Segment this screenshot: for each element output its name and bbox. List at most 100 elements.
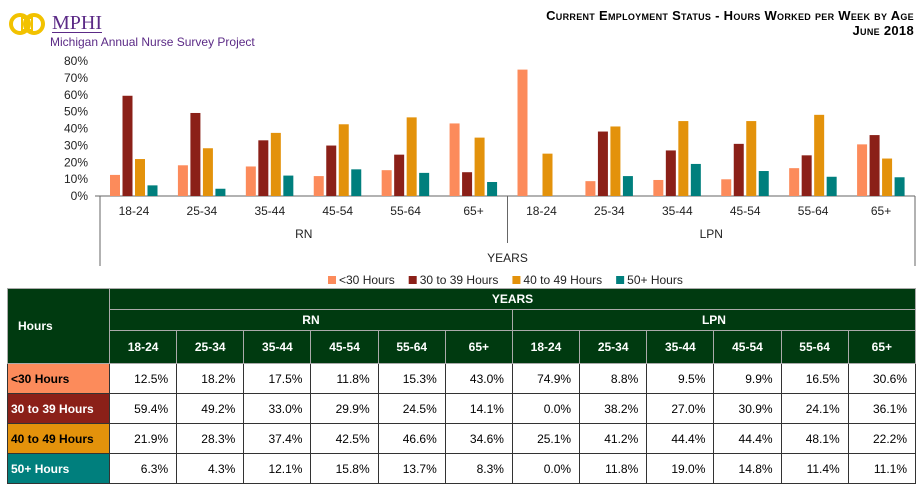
bar-LPN-55-64-series-2 [814,114,825,196]
legend-label: 50+ Hours [627,273,683,287]
bar-LPN-18-24-series-0 [517,69,528,196]
value-cell: 46.6% [377,423,446,454]
y-tick-label: 10% [64,172,88,186]
bar-RN-18-24-series-1 [122,95,133,196]
bar-RN-25-34-series-1 [190,112,201,196]
value-cell: 13.7% [377,453,446,484]
value-cell: 59.4% [108,393,178,424]
legend-label: 30 to 39 Hours [420,273,499,287]
value-cell: 44.4% [646,423,715,454]
value-cell: 8.3% [444,453,513,484]
value-cell: 12.5% [108,363,178,394]
mphi-logo: MPHI Michigan Annual Nurse Survey Projec… [8,6,308,49]
value-cell: 14.8% [713,453,782,484]
bar-RN-45-54-series-2 [338,124,349,196]
bar-RN-55-64-series-1 [394,154,405,196]
age-header: 65+ [444,330,513,364]
value-cell: 42.5% [310,423,379,454]
bar-LPN-35-44-series-0 [653,179,664,196]
age-header: 65+ [847,330,917,364]
value-cell: 14.1% [444,393,513,424]
bar-LPN-55-64-series-1 [801,155,812,196]
data-table: Hours YEARS RN LPN 18-24 25-34 35-44 45-54 55-64… [7,288,917,484]
value-cell: 36.1% [847,393,917,424]
value-cell: 37.4% [243,423,312,454]
value-cell: 41.2% [579,423,648,454]
bar-LPN-45-54-series-0 [721,179,732,196]
age-header: 18-24 [511,330,581,364]
bar-RN-65+-series-0 [449,123,460,196]
bar-RN-25-34-series-2 [202,148,213,196]
bar-RN-45-54-series-3 [351,169,362,196]
group-label: RN [295,227,312,241]
value-cell: 11.8% [310,363,379,394]
bar-RN-18-24-series-3 [147,185,158,196]
years-header: YEARS [109,288,916,310]
legend-label: 40 to 49 Hours [523,273,602,287]
y-tick-label: 70% [64,71,88,85]
value-cell: 19.0% [646,453,715,484]
age-header: 55-64 [780,330,849,364]
x-category-label: 65+ [463,204,483,218]
y-tick-label: 80% [64,54,88,68]
logo-emblem-icon [9,13,45,35]
x-category-label: 18-24 [526,204,557,218]
x-axis-title: YEARS [487,251,528,265]
bar-LPN-25-34-series-2 [610,126,621,196]
row-label: 30 to 39 Hours [7,393,110,424]
value-cell: 38.2% [579,393,648,424]
bar-RN-25-34-series-0 [177,165,188,196]
logo-subtitle: Michigan Annual Nurse Survey Project [50,35,255,49]
table-row: <30 Hours 12.5% 18.2% 17.5% 11.8% 15.3% 43.0% 7… [7,363,917,394]
value-cell: 11.4% [780,453,849,484]
bar-LPN-25-34-series-3 [622,176,633,196]
value-cell: 8.8% [579,363,648,394]
legend-swatch [328,276,336,284]
bar-LPN-65+-series-3 [894,177,905,196]
y-tick-label: 20% [64,155,88,169]
row-label: 40 to 49 Hours [7,423,110,454]
value-cell: 30.6% [847,363,917,394]
y-tick-label: 50% [64,105,88,119]
bar-RN-35-44-series-3 [283,175,294,196]
table-row: 40 to 49 Hours 21.9% 28.3% 37.4% 42.5% 46.6% 3… [7,423,917,454]
x-category-label: 55-64 [390,204,421,218]
bar-RN-35-44-series-0 [245,166,256,196]
bar-RN-45-54-series-0 [313,176,324,196]
value-cell: 44.4% [713,423,782,454]
title-line-1: Current Employment Status - Hours Worked… [546,8,914,23]
row-label: <30 Hours [7,363,110,394]
value-cell: 16.5% [780,363,849,394]
age-header: 55-64 [377,330,446,364]
value-cell: 43.0% [444,363,513,394]
bar-LPN-65+-series-1 [869,135,880,196]
group-label: LPN [700,227,723,241]
y-tick-label: 0% [71,189,89,203]
group-header: RN [109,309,513,331]
value-cell: 29.9% [310,393,379,424]
y-tick-label: 60% [64,88,88,102]
x-category-label: 18-24 [119,204,150,218]
legend-swatch [616,276,625,284]
age-header: 18-24 [108,330,178,364]
value-cell: 11.8% [579,453,648,484]
bar-LPN-55-64-series-3 [826,176,837,196]
value-cell: 28.3% [176,423,245,454]
age-header: 25-34 [579,330,648,364]
value-cell: 74.9% [511,363,581,394]
x-category-label: 55-64 [798,204,829,218]
value-cell: 0.0% [511,453,581,484]
legend-label: <30 Hours [339,273,395,287]
bar-LPN-45-54-series-3 [758,171,769,196]
bar-LPN-35-44-series-2 [678,121,689,196]
bar-LPN-45-54-series-1 [733,143,744,196]
bar-RN-55-64-series-2 [406,117,417,196]
value-cell: 6.3% [108,453,178,484]
value-cell: 34.6% [444,423,513,454]
bar-RN-25-34-series-3 [215,188,226,196]
bar-LPN-18-24-series-2 [542,153,553,196]
age-header: 45-54 [310,330,379,364]
bar-RN-55-64-series-3 [419,172,430,196]
value-cell: 17.5% [243,363,312,394]
bar-LPN-65+-series-2 [882,158,893,196]
